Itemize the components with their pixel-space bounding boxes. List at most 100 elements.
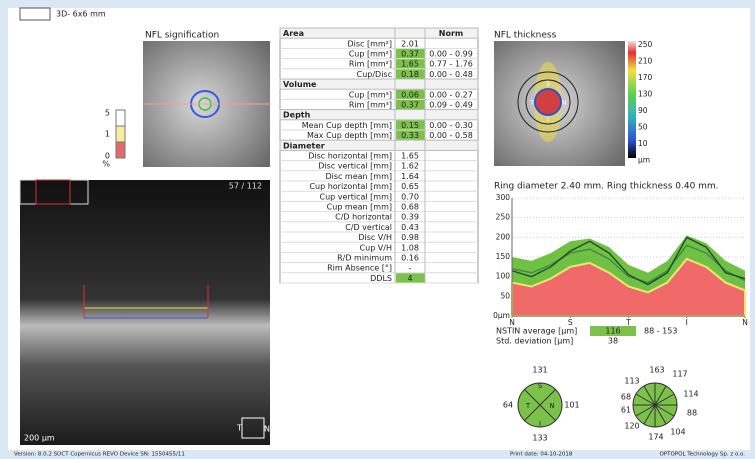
row-label: Cup/Disc — [357, 70, 392, 79]
quadrant-div — [523, 388, 557, 422]
row-norm: 0.00 - 0.58 — [429, 131, 473, 140]
x-tick-label: N — [509, 318, 515, 327]
row-norm: 0.00 - 0.27 — [429, 90, 473, 99]
row-value: 1.65 — [401, 60, 419, 69]
row-value: 0.68 — [401, 203, 419, 212]
clock-value: 117 — [672, 370, 687, 379]
chart-title: Ring diameter 2.40 mm. Ring thickness 0.… — [494, 182, 719, 192]
row-norm: 0.00 - 0.30 — [429, 121, 473, 130]
y-tick-label: 300 — [496, 193, 511, 202]
quadrant-label: S — [538, 382, 543, 390]
footer-right: OPTOPOL Technology Sp. z o.o. — [660, 452, 746, 458]
x-tick-label: S — [568, 318, 573, 327]
nfl-scale-label: 10 — [638, 139, 648, 148]
bscan-scale: 200 µm — [24, 434, 55, 443]
sig-scale-mid — [115, 125, 126, 143]
nfl-scale-label: µm — [638, 156, 650, 165]
row-value: 0.06 — [401, 90, 419, 99]
orientation-box — [241, 417, 265, 439]
stat-value: 38 — [608, 337, 618, 346]
row-label: C/D vertical — [345, 223, 392, 232]
sig-scale-low — [115, 141, 126, 159]
clock-value: 104 — [670, 428, 685, 437]
value-cell — [396, 69, 425, 79]
row-label: Mean Cup depth [mm] — [302, 121, 392, 130]
x-tick-label: T — [625, 318, 631, 327]
quadrant-label: T — [525, 402, 531, 410]
section-title: Depth — [283, 111, 311, 120]
x-tick-label: I — [686, 318, 688, 327]
sig-scale-label: % — [102, 160, 110, 169]
orient-left: T — [236, 424, 242, 433]
clock-value: 68 — [621, 393, 631, 402]
row-label: Cup horizontal [mm] — [309, 182, 392, 191]
row-label: Rim Absence [°] — [327, 264, 392, 273]
row-value: 1.62 — [401, 162, 419, 171]
nfl-scale-label: 170 — [638, 73, 653, 82]
value-cell — [396, 48, 425, 59]
frame-index: 57 / 112 — [229, 182, 262, 191]
clock-value: 114 — [683, 390, 698, 399]
section-header — [279, 27, 479, 39]
stat-label: Std. deviation [µm] — [496, 337, 573, 346]
row-value: - — [409, 264, 412, 273]
x-tick-label: N — [742, 318, 748, 327]
row-value: 0.33 — [401, 131, 419, 140]
y-tick-label: 200 — [496, 232, 511, 241]
row-value: 0.18 — [401, 70, 419, 79]
y-tick-label: 100 — [496, 272, 511, 281]
stat-value: 116 — [605, 327, 620, 336]
clock-div — [635, 393, 675, 417]
y-tick-label: 50 — [500, 291, 510, 300]
row-value: 2.01 — [401, 39, 419, 48]
clock-value: 174 — [648, 433, 663, 442]
row-value: 0.15 — [401, 121, 419, 130]
value-cell — [396, 130, 425, 140]
nfl-title: NFL thickness — [494, 31, 557, 41]
ring-outer — [517, 71, 579, 133]
section-header — [279, 139, 479, 151]
quadrant-label: I — [539, 420, 541, 428]
quadrant-value: 64 — [503, 401, 513, 410]
row-label: Cup mean [mm] — [327, 203, 392, 212]
value-cell — [396, 89, 425, 99]
value-cell — [396, 99, 425, 110]
ring-inner — [525, 79, 571, 125]
y-tick-label: 250 — [496, 213, 511, 222]
sector-label: S — [546, 81, 550, 88]
row-label: Cup vertical [mm] — [320, 192, 392, 201]
clock-value: 61 — [621, 406, 631, 415]
sector-label: T — [529, 100, 534, 107]
row-label: Disc horizontal [mm] — [308, 152, 392, 161]
nfl-scale-label: 250 — [638, 40, 653, 49]
row-value: 0.16 — [401, 254, 419, 263]
value-cell — [396, 120, 425, 130]
bscan-image — [20, 180, 270, 445]
nfl-scale-label: 90 — [638, 106, 648, 115]
row-label: Max Cup depth [mm] — [307, 131, 392, 140]
row-label: Rim [mm³] — [349, 101, 392, 110]
row-value: 1.08 — [401, 243, 419, 252]
row-label: DDLS — [370, 274, 392, 283]
row-value: 1.65 — [401, 152, 419, 161]
section-header — [279, 109, 479, 121]
row-label: Rim [mm²] — [349, 60, 392, 69]
stat-norm: 88 - 153 — [644, 327, 677, 336]
footer-left: Version: 8.0.2 SOCT Copernicus REVO Devi… — [14, 452, 185, 458]
clock-value: 120 — [624, 422, 639, 431]
section-title: Volume — [283, 80, 317, 89]
row-label: Cup [mm³] — [349, 90, 392, 99]
fundus-title: NFL signification — [145, 31, 219, 41]
scan-label: 3D- 6x6 mm — [56, 10, 106, 19]
quadrant-value: 131 — [532, 366, 547, 375]
nfl-scale-label: 210 — [638, 57, 653, 66]
row-norm: 0.09 - 0.49 — [429, 101, 473, 110]
section-header — [279, 78, 479, 90]
y-tick-label: 0µm — [493, 311, 510, 320]
line — [511, 236, 746, 286]
row-norm: 0.00 - 0.99 — [429, 50, 473, 59]
quadrant-value: 133 — [532, 434, 547, 443]
row-value: 0.39 — [401, 213, 419, 222]
quadrant-value: 101 — [564, 401, 579, 410]
